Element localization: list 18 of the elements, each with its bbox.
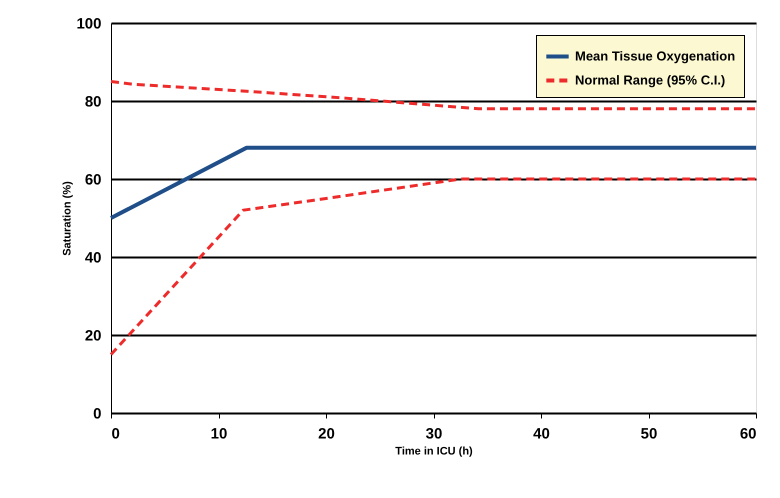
x-tick-label: 10 bbox=[210, 426, 228, 442]
y-axis-title: Saturation (%) bbox=[61, 180, 74, 256]
x-tick-label: 30 bbox=[426, 426, 442, 442]
y-tick-label: 100 bbox=[76, 16, 102, 32]
x-tick-label: 60 bbox=[740, 426, 756, 442]
y-tick-label: 0 bbox=[93, 406, 102, 422]
x-axis-title: Time in ICU (h) bbox=[395, 446, 474, 458]
x-tick-label: 0 bbox=[112, 426, 120, 442]
x-tick-label: 40 bbox=[533, 426, 550, 442]
x-tick-label: 20 bbox=[318, 426, 335, 442]
legend-label: Mean Tissue Oxygenation bbox=[575, 48, 736, 64]
y-tick-label: 80 bbox=[84, 94, 102, 110]
legend-label: Normal Range (95% C.I.) bbox=[575, 72, 726, 88]
line-series bbox=[110, 178, 758, 356]
x-tick-label: 50 bbox=[640, 426, 658, 442]
y-tick-label: 60 bbox=[84, 172, 102, 188]
y-tick-label: 40 bbox=[84, 250, 102, 266]
y-tick-label: 20 bbox=[84, 328, 102, 344]
